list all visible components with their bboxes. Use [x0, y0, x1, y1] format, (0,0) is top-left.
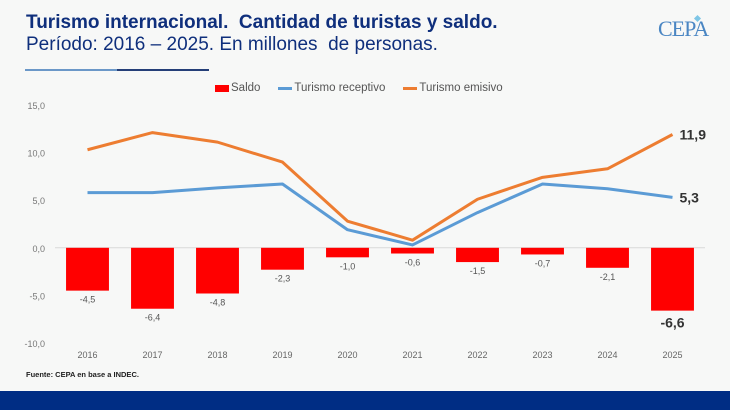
- chart-plot: 15,0 10,0 5,0 0,0 -5,0 -10,0 -4,5 -6,4 -4,8 -2,3 -…: [24, 101, 707, 360]
- bar-saldo: [521, 247, 564, 255]
- line-receptivo: [87, 182, 673, 247]
- bar-saldo: [391, 247, 434, 254]
- bar-data-label: -0,6: [405, 258, 421, 268]
- bar-saldo: [456, 247, 499, 263]
- footer-band: [0, 391, 730, 410]
- title-underline-dark: [117, 69, 209, 71]
- legend-item-emisivo: Turismo emisivo: [403, 82, 503, 94]
- bar-data-label: -1,5: [470, 266, 486, 276]
- legend-swatch-saldo: [215, 84, 229, 92]
- end-label-receptivo: 5,3: [680, 189, 700, 205]
- x-tick-label: 2017: [142, 350, 162, 360]
- bar-data-label: -6,6: [660, 315, 684, 331]
- chart-legend: Saldo Turismo receptivo Turismo emisivo: [215, 82, 503, 94]
- bar-saldo: [326, 247, 369, 258]
- x-tick-label: 2018: [207, 350, 227, 360]
- cepa-logo: CEPA: [658, 16, 709, 41]
- bar-data-label: -6,4: [145, 313, 161, 323]
- legend-swatch-receptivo: [278, 86, 293, 90]
- legend-swatch-emisivo: [403, 86, 418, 90]
- y-tick-label: 15,0: [27, 101, 45, 111]
- legend-item-receptivo: Turismo receptivo: [278, 82, 385, 94]
- bar-data-label: -1,0: [340, 261, 356, 271]
- bar-data-label: -4,5: [80, 295, 96, 305]
- source-note: Fuente: CEPA en base a INDEC.: [26, 370, 139, 379]
- x-tick-label: 2021: [402, 350, 422, 360]
- line-emisivo: [87, 131, 674, 242]
- bar-data-label: -4,8: [210, 297, 226, 307]
- bar-saldo: [261, 247, 304, 270]
- bar-saldo: [196, 247, 239, 294]
- x-tick-label: 2023: [532, 350, 552, 360]
- y-tick-label: -5,0: [29, 291, 45, 301]
- legend-label-saldo: Saldo: [231, 82, 261, 94]
- x-tick-label: 2022: [467, 350, 487, 360]
- y-tick-label: 0,0: [32, 244, 45, 254]
- bar-data-label: -2,1: [600, 272, 616, 282]
- chart-title: Turismo internacional. Cantidad de turis…: [26, 12, 498, 33]
- y-tick-label: 5,0: [32, 196, 45, 206]
- y-tick-label: 10,0: [27, 149, 45, 159]
- y-tick-label: -10,0: [24, 339, 45, 349]
- chart-subtitle: Período: 2016 – 2025. En millones de per…: [26, 34, 438, 55]
- bar-data-label: -2,3: [275, 274, 291, 284]
- x-tick-label: 2025: [662, 350, 682, 360]
- x-tick-label: 2019: [272, 350, 292, 360]
- x-tick-label: 2016: [77, 350, 97, 360]
- bar-saldo: [586, 247, 629, 268]
- title-underline-light: [25, 69, 117, 71]
- bar-saldo: [66, 247, 109, 291]
- legend-item-saldo: Saldo: [215, 82, 260, 94]
- legend-label-emisivo: Turismo emisivo: [419, 82, 503, 94]
- legend-label-receptivo: Turismo receptivo: [294, 82, 386, 94]
- x-tick-label: 2020: [337, 350, 357, 360]
- end-label-emisivo: 11,9: [680, 127, 707, 143]
- bar-data-label: -0,7: [535, 258, 551, 268]
- bar-saldo: [651, 247, 694, 311]
- x-tick-label: 2024: [597, 350, 617, 360]
- bar-saldo: [131, 247, 174, 309]
